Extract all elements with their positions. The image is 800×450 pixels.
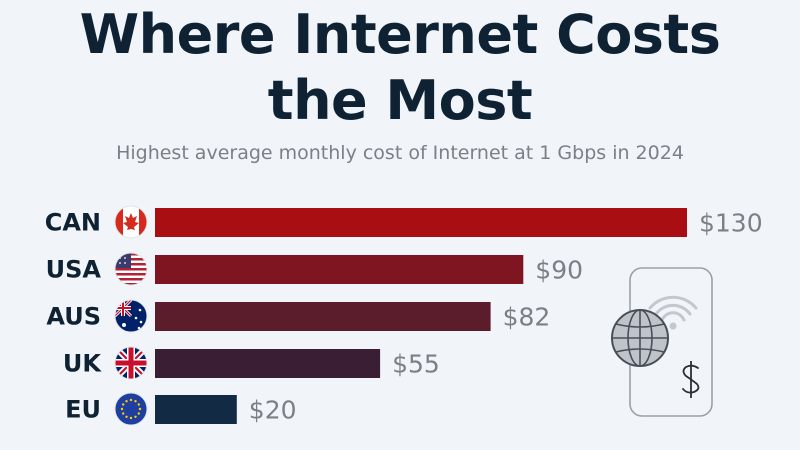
value-label-uk: $55 xyxy=(392,350,440,379)
bars-group: CAN $130 USA $90 AUS $82 UK $55 EU $20 xyxy=(45,208,763,425)
canada-flag-icon xyxy=(115,206,147,238)
australia-flag-icon xyxy=(115,300,147,332)
uk-flag-icon xyxy=(115,347,147,379)
bar-eu xyxy=(155,395,237,424)
eu-flag-icon xyxy=(115,393,147,425)
chart-title-line-1: Where Internet Costs xyxy=(79,3,721,66)
dollar-icon xyxy=(682,361,700,398)
bar-usa xyxy=(155,255,524,284)
bar-uk xyxy=(155,349,381,378)
bar-aus xyxy=(155,302,491,331)
category-label-uk: UK xyxy=(63,350,102,378)
value-label-eu: $20 xyxy=(249,396,297,425)
category-label-usa: USA xyxy=(46,256,102,284)
value-label-can: $130 xyxy=(699,209,763,238)
chart-title-line-2: the Most xyxy=(267,69,533,132)
smartphone-globe-wifi-dollar-icon xyxy=(611,267,713,417)
globe-icon xyxy=(611,309,669,367)
bar-can xyxy=(155,208,687,237)
value-label-aus: $82 xyxy=(503,303,551,332)
category-label-eu: EU xyxy=(65,396,101,424)
category-label-can: CAN xyxy=(45,209,101,237)
value-label-usa: $90 xyxy=(535,256,583,285)
wifi-icon xyxy=(648,295,698,322)
chart-subtitle: Highest average monthly cost of Internet… xyxy=(116,142,684,164)
category-label-aus: AUS xyxy=(46,303,101,331)
